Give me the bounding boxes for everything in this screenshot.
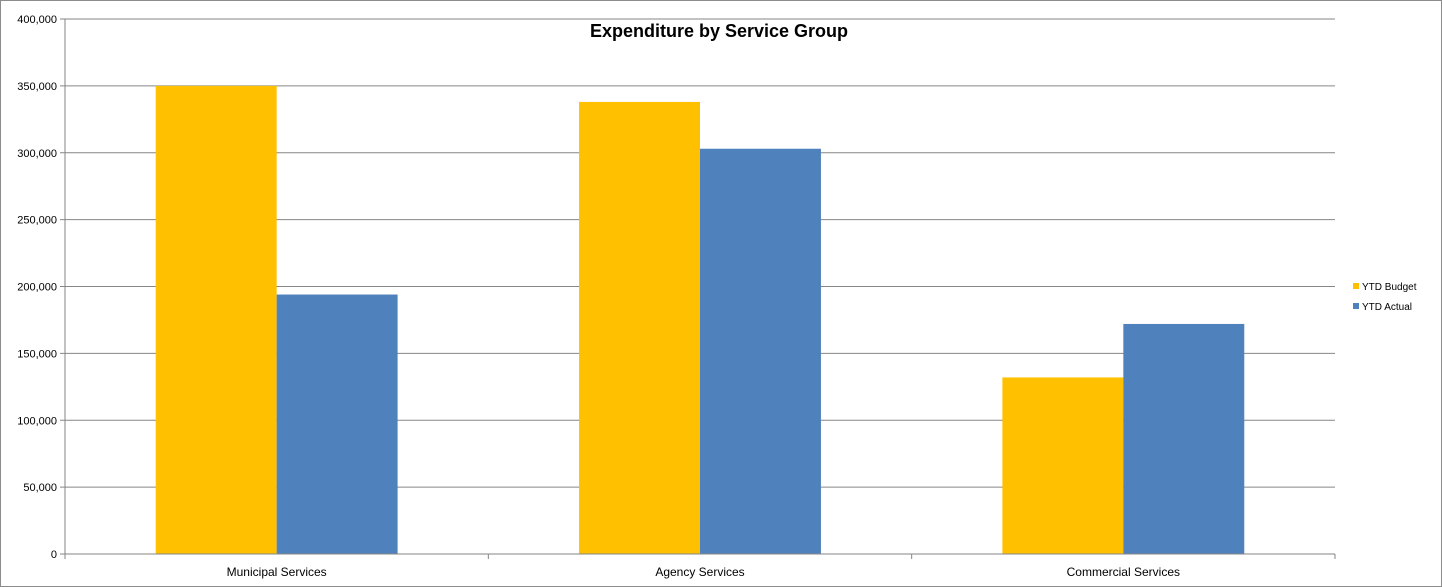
y-tick-label: 300,000 [17, 148, 57, 160]
y-tick-label: 400,000 [17, 14, 57, 26]
bar-ytd-budget-agency-services [579, 101, 700, 555]
axes [64, 19, 1335, 555]
bars [155, 85, 1245, 555]
legend-label: YTD Actual [1362, 302, 1412, 313]
x-category-label: Agency Services [655, 565, 744, 579]
y-tick-label: 50,000 [23, 482, 57, 494]
y-axis-tick-labels: 0 50,000 100,000 150,000 200,000 250,000 300,0… [17, 14, 57, 561]
x-category-label: Commercial Services [1067, 565, 1180, 579]
y-tick-label: 100,000 [17, 415, 57, 427]
x-axis-category-labels: Municipal Services Agency Services Commerc… [227, 565, 1180, 579]
y-tick-label: 0 [51, 549, 57, 561]
bar-ytd-actual-commercial-services [1123, 323, 1245, 554]
legend-swatch [1353, 303, 1359, 309]
y-tick-label: 350,000 [17, 81, 57, 93]
y-tick-label: 200,000 [17, 282, 57, 294]
x-category-label: Municipal Services [227, 565, 327, 579]
bar-ytd-actual-agency-services [700, 148, 821, 555]
y-tick-label: 150,000 [17, 348, 57, 360]
legend: YTD Budget YTD Actual [1353, 282, 1417, 313]
chart-title: Expenditure by Service Group [590, 21, 848, 41]
legend-label: YTD Budget [1362, 282, 1417, 293]
bar-ytd-budget-commercial-services [1002, 377, 1124, 554]
bar-ytd-budget-municipal-services [155, 85, 277, 554]
bar-ytd-actual-municipal-services [276, 294, 398, 554]
legend-swatch [1353, 283, 1359, 289]
y-tick-label: 250,000 [17, 215, 57, 227]
